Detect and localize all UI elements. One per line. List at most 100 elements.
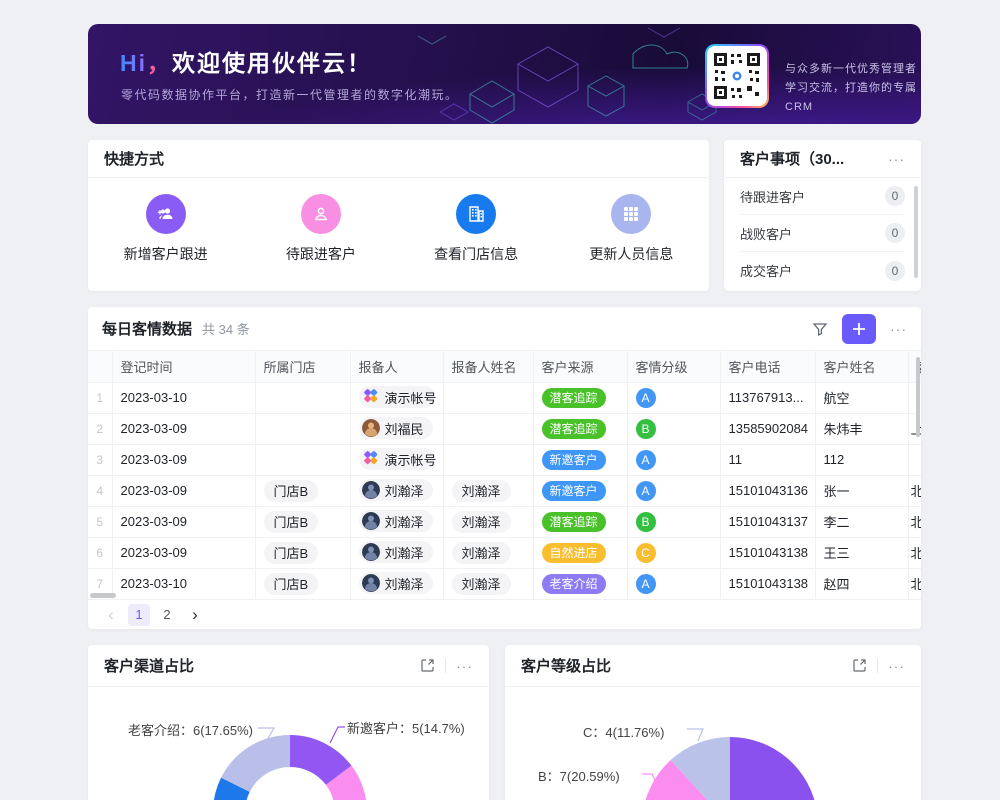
table-header-row: 登记时间所属门店报备人报备人姓名客户来源客情分级客户电话客户姓名客 [88,351,921,383]
source-badge: 老客介绍 [541,573,606,594]
tasks-scrollbar[interactable] [914,186,918,278]
column-header: 客户电话 [720,351,816,383]
daily-data-card: 每日客情数据 共 34 条 ··· 登记时间 所属门店 报备人 报备人姓名 客户来源 客情… [88,307,921,629]
customer-tasks-list: 待跟进客户 0 战败客户 0 成交客户 0 [724,178,921,289]
reporter-chip: 刘瀚泽 [358,572,433,594]
source-badge: 新邀客户 [541,449,606,470]
cell-date: 2023-03-09 [112,506,256,538]
reporter-chip: 演示帐号 [358,386,437,408]
next-page-icon[interactable]: › [192,604,198,624]
cell-customer: 112 [815,444,909,476]
cell-phone: 15101043137 [720,506,816,538]
cell-grade: C [627,537,721,569]
reporter-name-chip: 刘瀚泽 [451,479,511,502]
add-record-button[interactable] [842,313,876,344]
qr-caption-line2: 学习交流，打造你的专属CRM [785,82,917,113]
pie-segment[interactable] [213,777,274,800]
cell-customer: 张一 [815,475,909,507]
quick-action-4[interactable]: 更新人员信息 [554,194,709,264]
table-toolbar: 每日客情数据 共 34 条 ··· [88,307,921,351]
reporter-name-chip: 刘瀚泽 [451,541,511,564]
row-number: 3 [88,444,113,476]
more-icon[interactable]: ··· [888,150,905,167]
quick-action-2[interactable]: 待跟进客户 [243,194,398,264]
page-button-2[interactable]: 2 [163,607,171,622]
grade-badge: A [635,449,656,470]
cell-source: 潜客追踪 [533,413,628,445]
customer-tasks-card: 客户事项（30... ··· 待跟进客户 0 战败客户 0 成交客户 0 [724,140,921,291]
pie-segment-老客介绍[interactable] [221,735,290,792]
prev-page-icon[interactable]: ‹ [108,604,114,624]
quick-action-3[interactable]: 查看门店信息 [399,194,554,264]
cell-reporter: 刘瀚泽 [350,506,444,538]
table-body: 1 2023-03-10 演示帐号 潜客追踪 A 113767913... 航空 2 2023-… [88,382,921,600]
banner-subtitle: 零代码数据协作平台，打造新一代管理者的数字化潮玩。 [121,88,459,102]
pie-segment-新邀客户[interactable] [290,735,352,785]
cell-reporter: 刘瀚泽 [350,475,444,507]
cell-reporter: 刘福民 [350,413,444,445]
grade-pie-chart [642,737,818,800]
quick-actions-header: 快捷方式 [88,140,709,178]
row-number-header [88,351,113,383]
cell-store [255,382,351,414]
task-count-badge: 0 [885,260,905,281]
cell-reporter: 演示帐号 [350,444,444,476]
table-vertical-scrollbar[interactable] [916,357,920,437]
table-more-icon[interactable]: ··· [890,320,907,337]
cell-grade: B [627,413,721,445]
row-number: 1 [88,382,113,414]
cell-customer: 朱炜丰 [815,413,909,445]
reporter-chip: 刘瀚泽 [358,541,433,563]
table-horizontal-scrollbar[interactable] [90,593,116,598]
task-row-3[interactable]: 成交客户 0 [740,252,905,289]
store-chip: 门店B [263,541,319,564]
page-button-1[interactable]: 1 [128,603,150,626]
qr-caption: 与众多新一代优秀管理者 学习交流，打造你的专属CRM [785,60,921,117]
pie-segment[interactable] [262,765,367,800]
store-chip: 门店B [263,510,319,533]
pie-segment-B[interactable] [642,760,730,800]
table-row[interactable]: 1 2023-03-10 演示帐号 潜客追踪 A 113767913... 航空 [88,382,921,414]
reporter-name-chip: 刘瀚泽 [451,572,511,595]
quick-actions-title: 快捷方式 [104,151,165,168]
customer-tasks-header: 客户事项（30... ··· [724,140,921,178]
expand-icon[interactable] [852,658,867,673]
cell-date: 2023-03-10 [112,568,256,600]
quick-action-1[interactable]: 新增客户跟进 [88,194,243,264]
cell-reporter-name: 刘瀚泽 [443,568,534,600]
channel-chart-header: 客户渠道占比 ··· [88,645,489,687]
cell-source: 潜客追踪 [533,382,628,414]
pie-segment[interactable] [651,737,818,800]
user-plus-icon [145,194,186,234]
channel-chart-card: 客户渠道占比 ··· 老客介绍：6(17.65%) 新邀客户：5(14.7%) [88,645,489,800]
cell-store: 门店B [255,537,351,569]
column-header: 所属门店 [255,351,351,383]
expand-icon[interactable] [420,658,435,673]
grade-chart-more-icon[interactable]: ··· [888,657,905,674]
task-row-1[interactable]: 待跟进客户 0 [740,178,905,215]
task-label: 成交客户 [740,264,793,279]
cell-extra: 北 [908,475,921,507]
channel-callout-xinyao: 新邀客户：5(14.7%) [347,721,465,736]
cell-date: 2023-03-09 [112,444,256,476]
demo-account-avatar [363,451,377,465]
channel-chart-title: 客户渠道占比 [104,658,195,675]
cell-customer: 李二 [815,506,909,538]
cell-extra: 北 [908,506,921,538]
cell-reporter-name [443,413,534,445]
task-label: 战败客户 [740,226,793,242]
grade-chart-card: 客户等级占比 ··· C：4(11.76%) B：7(20.59%) [505,645,921,800]
channel-chart-more-icon[interactable]: ··· [456,657,473,674]
table-row[interactable]: 3 2023-03-09 演示帐号 新邀客户 A 11 112 [88,444,921,476]
reporter-chip: 刘瀚泽 [358,510,433,532]
filter-icon[interactable] [812,321,828,337]
task-row-2[interactable]: 战败客户 0 [740,215,905,252]
cell-grade: B [627,506,721,538]
cell-date: 2023-03-10 [112,382,256,414]
pie-segment-C[interactable] [670,737,730,800]
